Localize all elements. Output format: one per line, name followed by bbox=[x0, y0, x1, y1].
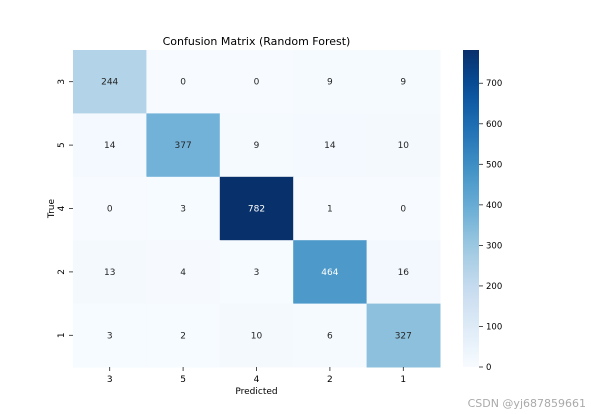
heatmap-cell bbox=[293, 176, 368, 241]
cell-value-label: 9 bbox=[327, 78, 333, 88]
heatmap-cell bbox=[366, 176, 441, 241]
cell-value-label: 10 bbox=[398, 141, 410, 151]
cell-value-label: 327 bbox=[395, 331, 412, 341]
heatmap-cell bbox=[219, 303, 294, 368]
cell-value-label: 0 bbox=[400, 205, 406, 215]
x-tick-label: 4 bbox=[254, 375, 260, 385]
heatmap-cell bbox=[73, 113, 147, 178]
colorbar-tick-label: 600 bbox=[486, 120, 502, 130]
y-tick-label: 5 bbox=[57, 142, 67, 148]
colorbar-tick-label: 700 bbox=[486, 79, 502, 89]
cell-value-label: 3 bbox=[254, 268, 260, 278]
colorbar bbox=[463, 50, 479, 367]
cell-value-label: 14 bbox=[104, 141, 116, 151]
colorbar-tick-label: 400 bbox=[486, 201, 502, 211]
x-tick-label: 5 bbox=[180, 375, 186, 385]
x-tick-label: 2 bbox=[327, 375, 333, 385]
cell-value-label: 244 bbox=[101, 78, 118, 88]
cell-value-label: 0 bbox=[180, 78, 186, 88]
cell-value-label: 10 bbox=[251, 331, 263, 341]
heatmap-cell bbox=[366, 113, 441, 178]
heatmap-cell bbox=[219, 113, 294, 178]
cell-value-label: 6 bbox=[327, 331, 333, 341]
cell-value-label: 782 bbox=[248, 205, 265, 215]
heatmap-cell bbox=[73, 50, 147, 114]
cell-value-label: 13 bbox=[104, 268, 115, 278]
heatmap-cell bbox=[73, 176, 147, 241]
heatmap-cell bbox=[366, 240, 441, 305]
heatmap-cell bbox=[219, 176, 294, 241]
heatmap-cell bbox=[293, 240, 368, 305]
y-tick-label: 3 bbox=[57, 79, 67, 85]
cell-value-label: 464 bbox=[321, 268, 338, 278]
heatmap-cell bbox=[73, 303, 147, 368]
cell-value-label: 0 bbox=[107, 205, 113, 215]
cell-value-label: 1 bbox=[327, 205, 333, 215]
cell-value-label: 16 bbox=[398, 268, 410, 278]
heatmap-cell bbox=[146, 240, 221, 305]
heatmap-cell bbox=[146, 113, 221, 178]
x-tick-label: 3 bbox=[107, 375, 113, 385]
heatmap-cell bbox=[219, 240, 294, 305]
cell-value-label: 9 bbox=[400, 78, 406, 88]
colorbar-tick-label: 500 bbox=[486, 160, 502, 170]
colorbar-tick-label: 300 bbox=[486, 241, 502, 251]
cell-value-label: 14 bbox=[324, 141, 336, 151]
heatmap-cell bbox=[146, 303, 221, 368]
y-tick-label: 4 bbox=[57, 205, 67, 211]
cell-value-label: 0 bbox=[254, 78, 260, 88]
heatmap-cell bbox=[366, 50, 441, 114]
y-tick-label: 2 bbox=[57, 269, 67, 275]
cell-value-label: 4 bbox=[180, 268, 186, 278]
cell-value-label: 2 bbox=[180, 331, 186, 341]
heatmap-cell bbox=[219, 50, 294, 114]
chart-title: Confusion Matrix (Random Forest) bbox=[163, 35, 351, 48]
watermark: CSDN @yj687859661 bbox=[467, 397, 586, 410]
colorbar-tick-label: 200 bbox=[486, 282, 502, 292]
y-axis-label: True bbox=[47, 198, 57, 219]
heatmap-cell bbox=[293, 113, 368, 178]
heatmap-cell bbox=[146, 50, 221, 114]
cell-value-label: 3 bbox=[107, 331, 113, 341]
cell-value-label: 3 bbox=[180, 205, 186, 215]
colorbar-tick-label: 0 bbox=[486, 363, 491, 373]
cell-value-label: 377 bbox=[175, 141, 192, 151]
x-axis-label: Predicted bbox=[235, 387, 277, 397]
heatmap-cell bbox=[293, 303, 368, 368]
heatmap-cell bbox=[366, 303, 441, 368]
heatmap-cell bbox=[73, 240, 147, 305]
y-tick-label: 1 bbox=[57, 332, 67, 338]
x-tick-label: 1 bbox=[400, 375, 406, 385]
colorbar-tick-label: 100 bbox=[486, 322, 502, 332]
heatmap-cell bbox=[293, 50, 368, 114]
heatmap-cell bbox=[146, 176, 221, 241]
cell-value-label: 9 bbox=[254, 141, 260, 151]
